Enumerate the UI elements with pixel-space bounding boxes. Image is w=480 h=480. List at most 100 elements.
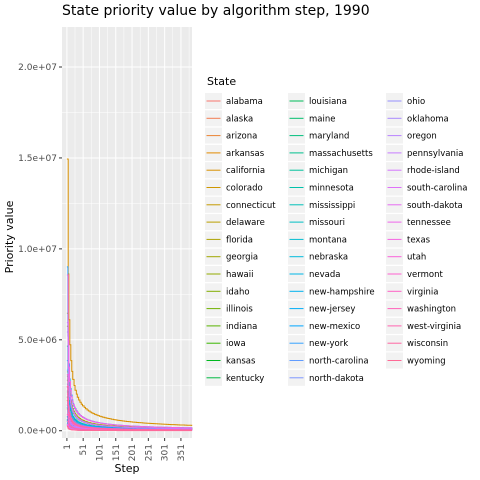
legend-item-louisiana: louisiana (288, 93, 347, 109)
legend-item-kentucky: kentucky (205, 369, 264, 386)
y-tick-label: 1.5e+07 (18, 154, 57, 164)
legend-label: kentucky (226, 374, 264, 384)
legend-label: tennessee (407, 218, 451, 228)
series-line-wisconsin (66, 385, 193, 431)
legend-item-vermont: vermont (386, 266, 443, 282)
legend-item-idaho: idaho (205, 283, 250, 300)
legend-item-connecticut: connecticut (205, 196, 276, 213)
x-tick-label: 251 (144, 444, 154, 461)
x-tick-label: 151 (112, 444, 122, 461)
legend-item-kansas: kansas (205, 352, 256, 369)
legend-item-michigan: michigan (288, 162, 348, 179)
legend-item-massachusetts: massachusetts (288, 144, 373, 161)
legend-item-wisconsin: wisconsin (386, 335, 448, 352)
legend-label: montana (309, 235, 347, 245)
legend-label: mississippi (309, 201, 355, 211)
legend-label: new-mexico (309, 322, 360, 332)
legend-item-maryland: maryland (288, 127, 349, 144)
legend-label: wisconsin (407, 339, 448, 349)
series-line-pennsylvania (66, 322, 193, 430)
x-axis-title: Step (114, 462, 139, 475)
x-tick-label: 101 (95, 444, 105, 461)
series-lines (66, 158, 193, 432)
legend-label: arizona (226, 132, 257, 142)
legend-label: new-jersey (309, 305, 355, 315)
legend-item-alabama: alabama (205, 93, 263, 109)
legend-item-oregon: oregon (386, 127, 437, 144)
legend-item-south-carolina: south-carolina (386, 179, 468, 196)
legend-item-wyoming: wyoming (386, 352, 446, 369)
legend-label: minnesota (309, 184, 354, 194)
legend-label: nebraska (309, 253, 348, 263)
plot-panel (62, 27, 192, 438)
y-axis: 0.0e+00 5.0e+06 1.0e+07 1.5e+07 2.0e+07 (18, 63, 62, 437)
legend-title: State (207, 75, 236, 88)
legend-label: illinois (226, 305, 253, 315)
legend-label: louisiana (309, 97, 347, 107)
legend-label: maryland (309, 132, 349, 142)
x-tick-label: 301 (161, 444, 171, 461)
legend-label: north-dakota (309, 374, 364, 384)
y-tick-label: 0.0e+00 (18, 427, 57, 437)
legend-label: arkansas (226, 149, 265, 159)
legend-label: georgia (226, 253, 258, 263)
legend-label: utah (407, 253, 426, 263)
legend-label: south-dakota (407, 201, 463, 211)
legend-item-montana: montana (288, 231, 347, 248)
gridlines (62, 27, 192, 438)
legend-label: colorado (226, 184, 263, 194)
legend-item-delaware: delaware (205, 214, 265, 231)
legend-item-arkansas: arkansas (205, 144, 265, 161)
legend-item-california: california (205, 162, 265, 179)
legend-label: wyoming (407, 357, 446, 367)
legend-label: west-virginia (407, 322, 461, 332)
legend-item-hawaii: hawaii (205, 266, 253, 282)
legend-label: florida (226, 235, 253, 245)
legend-item-ohio: ohio (386, 93, 425, 109)
legend-item-iowa: iowa (205, 335, 246, 352)
legend-item-nebraska: nebraska (288, 248, 348, 265)
legend-item-georgia: georgia (205, 248, 258, 265)
legend-item-texas: texas (386, 231, 431, 248)
series-line-california (66, 158, 193, 426)
x-tick-label: 1 (63, 444, 73, 450)
legend-label: new-york (309, 339, 348, 349)
legend-item-new-jersey: new-jersey (288, 300, 355, 317)
y-tick-label: 1.0e+07 (18, 245, 57, 255)
legend-label: vermont (407, 270, 443, 280)
legend-item-arizona: arizona (205, 127, 257, 144)
legend-item-oklahoma: oklahoma (386, 110, 449, 127)
y-tick-label: 5.0e+06 (18, 336, 57, 346)
legend-item-new-mexico: new-mexico (288, 317, 360, 334)
legend-item-mississippi: mississippi (288, 196, 355, 213)
legend-label: maine (309, 114, 335, 124)
legend-label: california (226, 166, 265, 176)
legend-label: alaska (226, 114, 253, 124)
legend-item-illinois: illinois (205, 300, 253, 317)
legend-item-south-dakota: south-dakota (386, 196, 463, 213)
legend-item-minnesota: minnesota (288, 179, 354, 196)
legend-label: nevada (309, 270, 340, 280)
y-tick-label: 2.0e+07 (18, 63, 57, 73)
legend-label: indiana (226, 322, 257, 332)
legend-item-washington: washington (386, 300, 456, 317)
chart-title: State priority value by algorithm step, … (62, 3, 370, 19)
legend-label: massachusetts (309, 149, 373, 159)
x-tick-label: 51 (79, 444, 89, 455)
legend-label: new-hampshire (309, 287, 375, 297)
legend-label: alabama (226, 97, 263, 107)
legend: alabama alaska arizona arkansas california co… (205, 93, 468, 386)
legend-item-colorado: colorado (205, 179, 263, 196)
legend-item-rhode-island: rhode-island (386, 162, 460, 179)
legend-label: idaho (226, 287, 250, 297)
legend-label: michigan (309, 166, 348, 176)
legend-label: pennsylvania (407, 149, 463, 159)
legend-item-missouri: missouri (288, 214, 345, 231)
legend-label: delaware (226, 218, 265, 228)
legend-item-new-york: new-york (288, 335, 348, 352)
legend-label: oregon (407, 132, 437, 142)
legend-label: south-carolina (407, 184, 468, 194)
legend-label: oklahoma (407, 114, 449, 124)
legend-item-tennessee: tennessee (386, 214, 451, 231)
legend-item-pennsylvania: pennsylvania (386, 144, 463, 161)
